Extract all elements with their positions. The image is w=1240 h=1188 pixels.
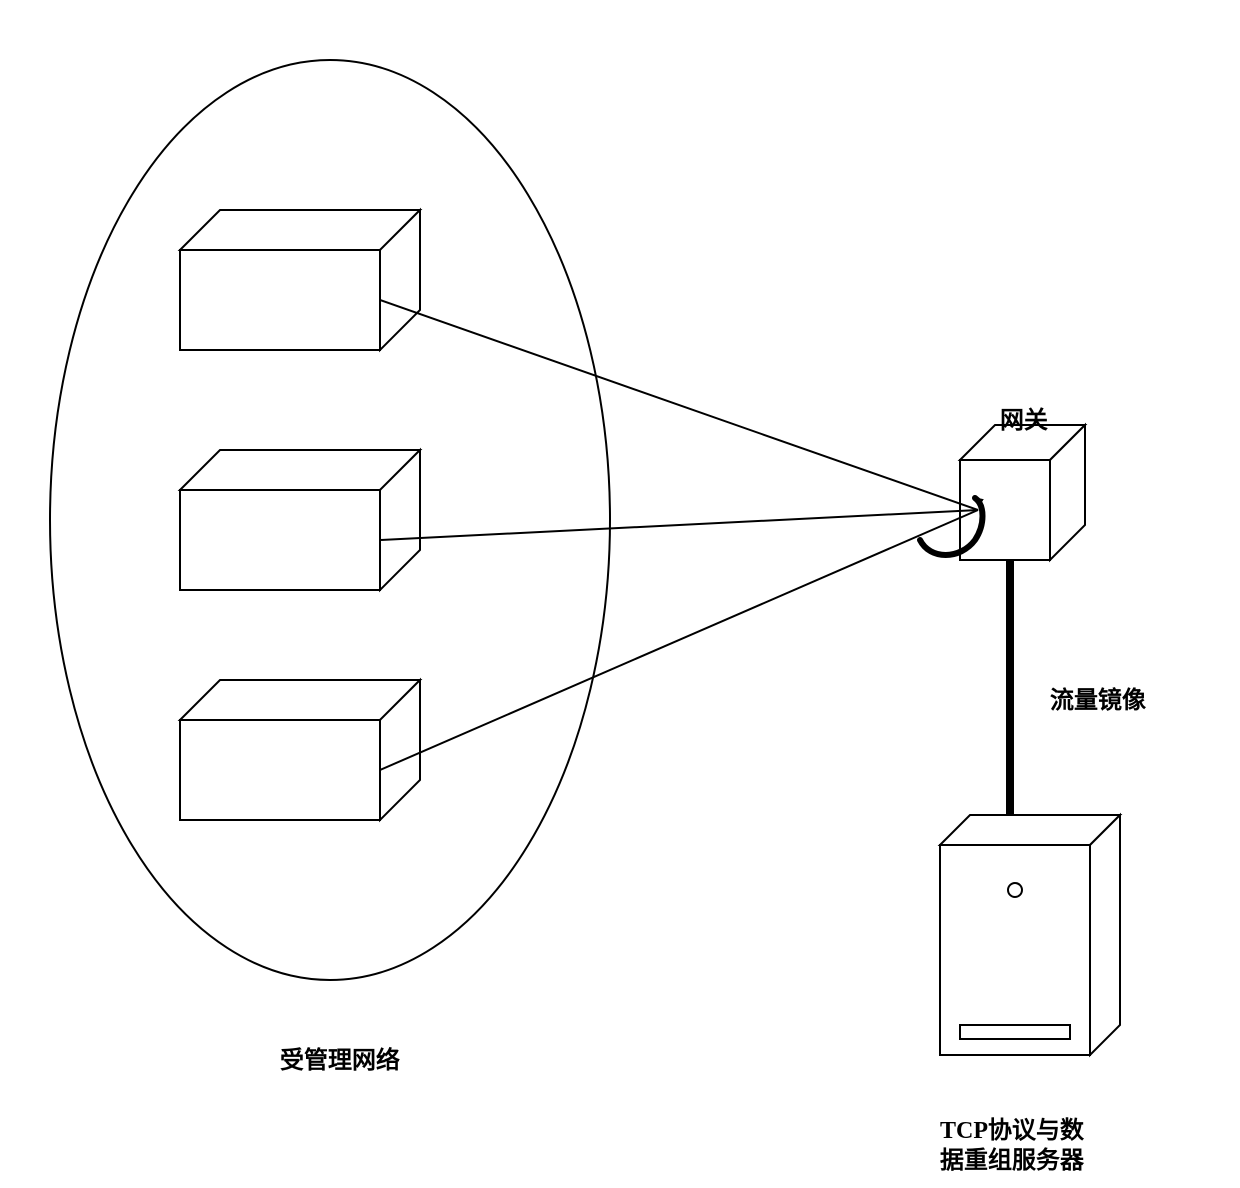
- host-box-2: [180, 450, 420, 590]
- link-host1-gateway: [380, 300, 978, 510]
- gateway-box: [960, 425, 1085, 560]
- link-host3-gateway: [380, 510, 978, 770]
- traffic-mirror-label: 流量镜像: [1050, 680, 1146, 715]
- gateway-label: 网关: [1000, 400, 1048, 435]
- link-host2-gateway: [380, 510, 978, 540]
- network-diagram: [0, 0, 1240, 1188]
- server-label-line2: 据重组服务器: [940, 1140, 1084, 1175]
- managed-network-label: 受管理网络: [280, 1040, 400, 1075]
- host-box-1: [180, 210, 420, 350]
- host-box-3: [180, 680, 420, 820]
- server-icon: [940, 815, 1120, 1055]
